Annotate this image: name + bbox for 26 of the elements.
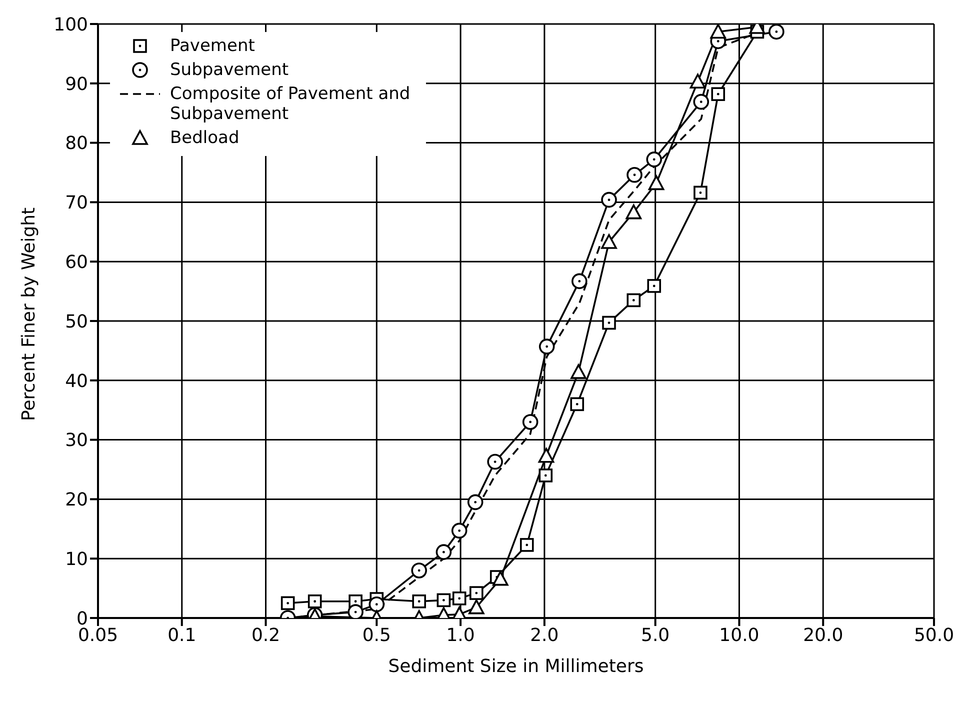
y-tick-label: 20: [65, 490, 88, 511]
x-tick-label: 0.05: [78, 624, 118, 646]
x-tick-label: 1.0: [446, 624, 475, 646]
y-tick-label: 60: [65, 252, 88, 273]
legend-label: Composite of Pavement and Subpavement: [170, 84, 412, 124]
x-tick-label: 10.0: [719, 624, 760, 646]
y-tick-label: 90: [65, 74, 88, 95]
y-tick-label: 40: [65, 370, 88, 392]
x-tick-label: 5.0: [641, 624, 670, 646]
x-tick-label: 0.1: [168, 624, 196, 646]
x-axis-title: Sediment Size in Millimeters: [388, 656, 644, 677]
x-tick-label: 2.0: [530, 624, 559, 646]
legend-label: Pavement: [170, 36, 255, 56]
legend-label: Subpavement: [170, 60, 289, 80]
y-tick-label: 100: [54, 14, 88, 36]
y-tick-label: 30: [65, 430, 88, 452]
y-tick-label: 80: [65, 133, 88, 154]
x-tick-label: 50.0: [914, 624, 954, 646]
y-tick-label: 70: [65, 192, 88, 214]
legend-label: Bedload: [170, 128, 240, 148]
y-tick-label: 10: [65, 548, 88, 570]
y-tick-label: 50: [65, 311, 88, 332]
x-tick-label: 0.2: [251, 624, 280, 646]
x-tick-label: 0.5: [362, 624, 391, 646]
y-axis-title: Percent Finer by Weight: [18, 207, 40, 421]
x-tick-label: 20.0: [803, 624, 844, 646]
